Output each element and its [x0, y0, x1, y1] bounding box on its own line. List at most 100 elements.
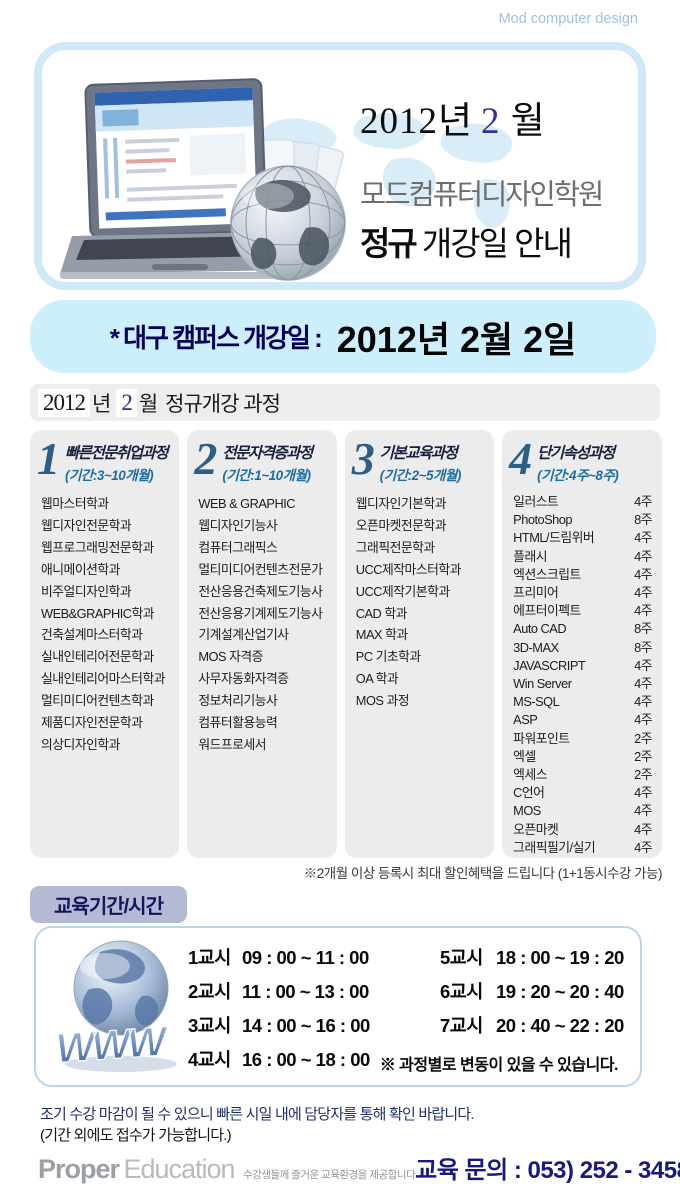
schedule-badge: 교육기간/시간 — [30, 886, 187, 923]
course-item: 전산응용건축제도기능사 — [198, 583, 323, 599]
course-item: 웹디자인전문학과 — [41, 517, 132, 533]
column-period: (기간:4주~8주) — [537, 468, 619, 483]
discount-note: ※2개월 이상 등록시 최대 할인혜택을 드립니다 (1+1동시수강 가능) — [303, 866, 663, 881]
course-column-short-term: 4 단기속성과정 (기간:4주~8주) 일러스트 4주 PhotoShop 8주 HTM… — [502, 430, 663, 858]
course-item: 워드프로세서 — [198, 736, 267, 752]
course-item: PhotoShop 8주 — [513, 512, 653, 528]
course-item: WEB&GRAPHIC학과 — [41, 605, 155, 621]
course-item: 그래픽전문학과 — [355, 539, 435, 555]
course-item: 애니메이션학과 — [41, 561, 120, 577]
course-item: ASP 4주 — [513, 712, 653, 728]
column-period: (기간:1~10개월) — [222, 468, 311, 483]
course-item: 전산응용기계제도기능사 — [198, 605, 323, 621]
course-item: 멀티미디어컨텐츠학과 — [41, 693, 154, 709]
course-item: 의상디자인학과 — [41, 736, 120, 752]
schedule-note: ※ 과정별로 변동이 있을 수 있습니다. — [379, 1057, 619, 1074]
course-column-certificate: 2 전문자격증과정 (기간:1~10개월) WEB & GRAPHIC 웹디자인기… — [187, 430, 337, 858]
course-item: MAX 학과 — [355, 627, 408, 643]
column-title: 빠른전문취업과정 — [65, 445, 169, 462]
course-item: 건축설계마스터학과 — [41, 627, 143, 643]
course-item: MOS 과정 — [355, 693, 410, 709]
schedule-row: 3교시 14 : 00 ~ 16 : 00 7교시 20 : 40 ~ 22 : 20 — [188, 1015, 624, 1036]
contact-phone: 교육 문의 : 053) 252 - 3458 — [415, 1157, 680, 1184]
course-item: 오픈마켓 4주 — [513, 821, 653, 837]
course-item: 사무자동화자격증 — [198, 671, 289, 687]
course-item: 컴퓨터활용능력 — [198, 715, 278, 731]
course-list: 일러스트 4주 PhotoShop 8주 HTML/드림위버 4주 플래시 4주 엑션스크립트 4… — [502, 486, 662, 857]
course-item: 웹디자인기본학과 — [355, 496, 447, 511]
course-item: CAD 학과 — [355, 605, 408, 621]
course-item: MOS 자격증 — [198, 649, 263, 665]
section-month: 2 — [116, 388, 137, 417]
footer-notice-secondary: (기간 외에도 접수가 가능합니다.) — [40, 1127, 232, 1144]
header-box: 2012년 2 월 모드컴퓨터디자인학원 정규 개강일 안내 — [34, 42, 646, 290]
course-item: 실내인테리어전문학과 — [41, 649, 154, 665]
course-item: 3D-MAX 8주 — [513, 639, 653, 655]
course-item: 정보처리기능사 — [198, 693, 278, 709]
column-number: 4 — [509, 433, 533, 484]
brand-text: Mod computer design — [498, 11, 638, 27]
logo-tagline: 수강생들께 즐거운 교육환경을 제공합니다 — [243, 1169, 416, 1181]
course-item: 비주얼디자인학과 — [41, 583, 132, 599]
column-period: (기간:2~5개월) — [379, 468, 462, 483]
course-item: 그래픽필기/실기 4주 — [513, 839, 653, 855]
proper-education-logo: Proper Education 수강생들께 즐거운 교육환경을 제공합니다 — [38, 1154, 416, 1184]
course-item: C언어 4주 — [513, 785, 653, 801]
course-item: 웹프로그래밍전문학과 — [41, 539, 154, 555]
course-item: HTML/드림위버 4주 — [513, 530, 653, 546]
course-item: 에프터이펙트 4주 — [513, 603, 653, 619]
course-item: 컴퓨터그래픽스 — [198, 539, 278, 555]
course-item: 엑세스 2주 — [513, 767, 653, 783]
footer-notice-primary: 조기 수강 마감이 될 수 있으니 빠른 시일 내에 담당자를 통해 확인 바랍… — [40, 1106, 475, 1123]
course-item: 웹마스터학과 — [41, 496, 109, 511]
laptop-globe-illustration — [60, 78, 346, 281]
column-title: 단기속성과정 — [537, 445, 615, 462]
column-number: 2 — [194, 433, 218, 484]
section-title-bar: 2012 년 2 월 정규개강 과정 — [30, 384, 660, 421]
course-item: 엑션스크립트 4주 — [513, 566, 653, 582]
course-item: OA 학과 — [355, 671, 399, 687]
course-item: 웹디자인기능사 — [198, 517, 278, 533]
course-item: 파워포인트 2주 — [513, 730, 653, 746]
section-year: 2012 — [38, 388, 90, 417]
header-date: 2012년 2 월 — [360, 101, 545, 142]
schedule-row: 2교시 11 : 00 ~ 13 : 00 6교시 19 : 20 ~ 20 : 40 — [188, 981, 624, 1002]
course-item: 오픈마켓전문학과 — [355, 517, 447, 533]
column-title: 기본교육과정 — [379, 445, 458, 462]
course-item: MS-SQL 4주 — [513, 694, 653, 710]
course-item: 기계설계산업기사 — [198, 627, 289, 643]
header-subtitle: 정규 개강일 안내 — [360, 225, 573, 262]
course-item: UCC제작마스터학과 — [355, 561, 462, 577]
banner-date: 2012년 2월 2일 — [336, 318, 577, 360]
column-number: 1 — [37, 433, 60, 484]
course-item: 엑셀 2주 — [513, 748, 653, 764]
course-item: WEB & GRAPHIC — [198, 496, 295, 511]
course-item: 멀티미디어컨텐츠전문가 — [198, 561, 323, 577]
column-number: 3 — [351, 433, 375, 484]
www-text: WWW — [54, 1018, 170, 1072]
section-title: 정규개강 과정 — [165, 392, 281, 416]
course-item: 프리미어 4주 — [513, 585, 653, 601]
course-item: UCC제작기본학과 — [355, 583, 450, 599]
course-item: JAVASCRIPT 4주 — [513, 657, 653, 673]
course-item: MOS 4주 — [513, 803, 653, 819]
schedule-row: 4교시 16 : 00 ~ 18 : 00 — [188, 1049, 370, 1070]
column-title: 전문자격증과정 — [222, 445, 313, 462]
course-item: 일러스트 4주 — [513, 494, 653, 509]
course-item: Win Server 4주 — [513, 676, 653, 692]
academy-name: 모드컴퓨터디자인학원 — [360, 179, 604, 211]
schedule-row: 1교시 09 : 00 ~ 11 : 00 5교시 18 : 00 ~ 19 : 20 — [188, 947, 624, 968]
footer-row: Proper Education 수강생들께 즐거운 교육환경을 제공합니다 교… — [38, 1150, 680, 1185]
course-item: Auto CAD 8주 — [513, 621, 653, 637]
course-column-employment: 1 빠른전문취업과정 (기간:3~10개월) 웹마스터학과 웹디자인전문학과 웹프로… — [30, 430, 180, 858]
schedule-box: WWW 1교시 09 : 00 ~ 11 : 00 5교시 18 : 00 ~ 19 … — [34, 926, 642, 1087]
course-item: 실내인테리어마스터학과 — [41, 671, 166, 687]
campus-open-banner: * 대구 캠퍼스 개강일 : 2012년 2월 2일 — [30, 300, 656, 373]
banner-label: * 대구 캠퍼스 개강일 : — [109, 323, 323, 353]
course-columns: 1 빠른전문취업과정 (기간:3~10개월) 웹마스터학과 웹디자인전문학과 웹프로… — [30, 430, 663, 858]
schedule-rows: 1교시 09 : 00 ~ 11 : 00 5교시 18 : 00 ~ 19 : 20… — [188, 941, 624, 1077]
